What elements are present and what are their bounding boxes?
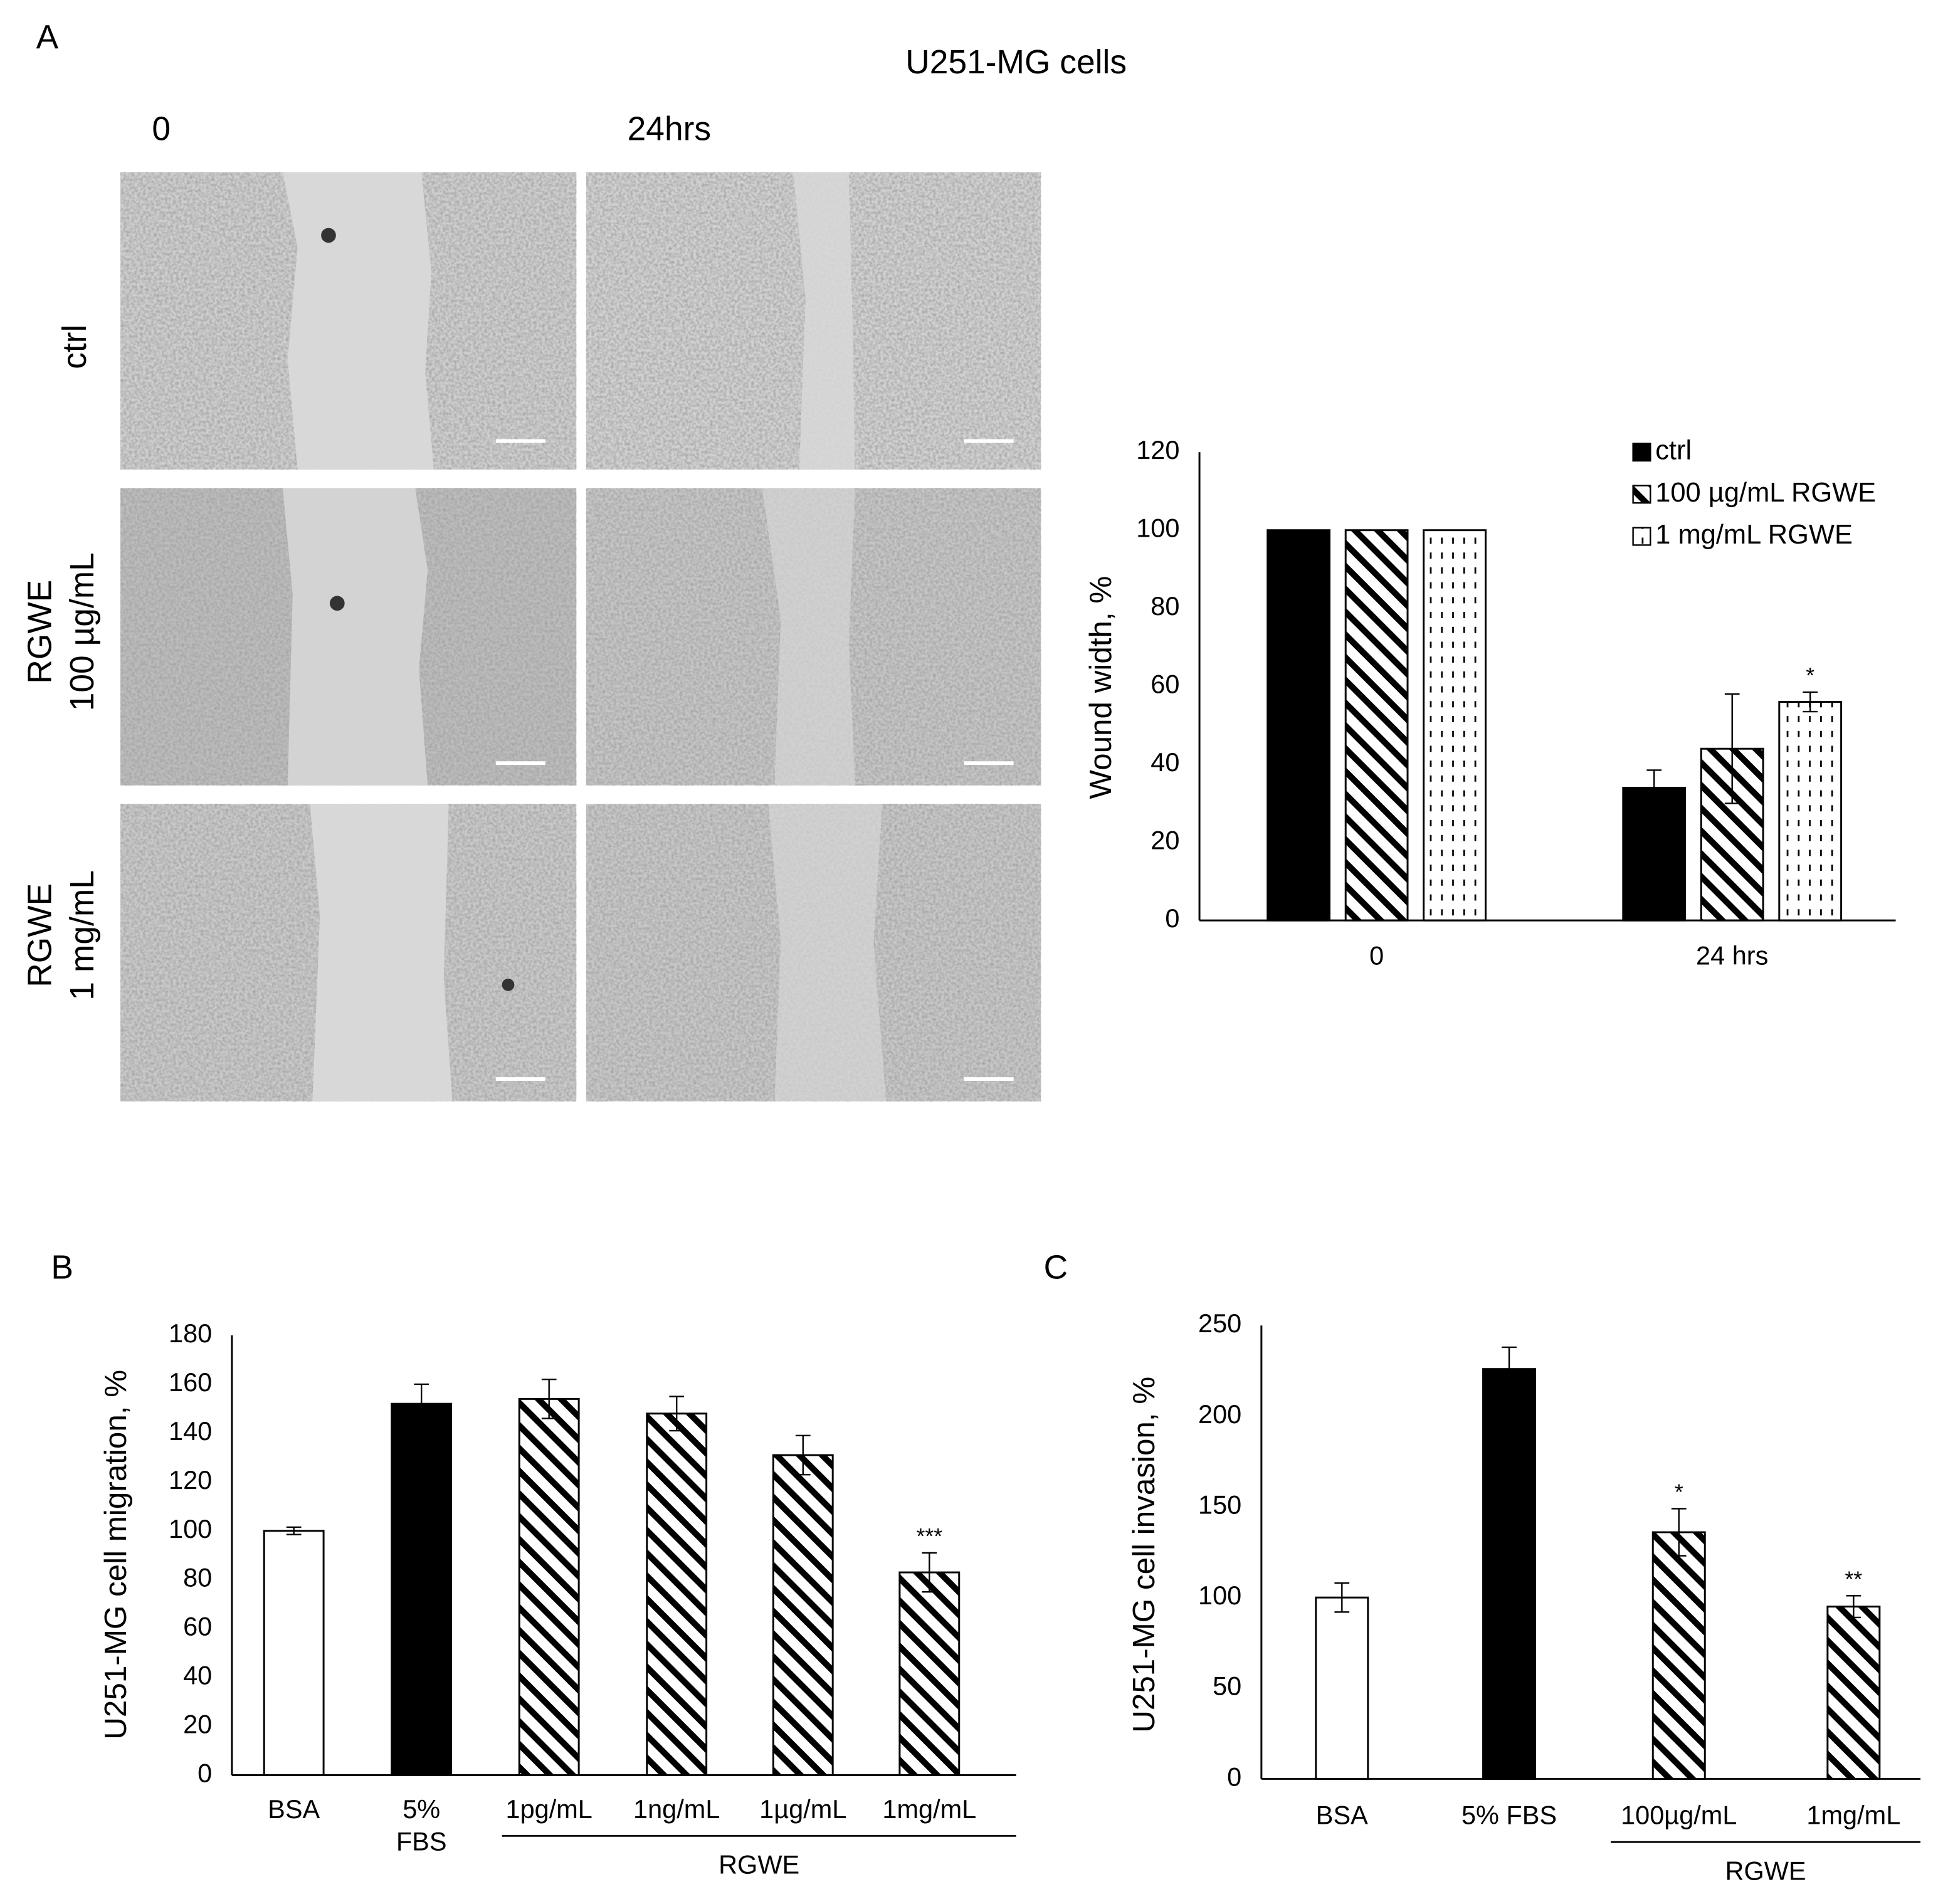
y-tick-label: 160 xyxy=(169,1367,212,1397)
image xyxy=(586,172,1041,470)
row-label: RGWE xyxy=(22,580,59,684)
bar xyxy=(1700,747,1764,922)
group-label: RGWE xyxy=(719,1850,799,1880)
legend-swatch xyxy=(1632,527,1651,546)
bar xyxy=(1482,1368,1537,1780)
x-tick-label: BSA xyxy=(1316,1801,1368,1830)
x-tick-label: 1pg/mL xyxy=(506,1794,592,1824)
bar xyxy=(1266,529,1331,922)
error-bar xyxy=(922,1552,937,1593)
significance-label: * xyxy=(1806,663,1814,688)
time-label: 24hrs xyxy=(628,111,711,148)
y-tick-label: 40 xyxy=(183,1661,212,1690)
panel-label: A xyxy=(36,19,59,56)
bar xyxy=(898,1571,961,1776)
x-tick-label: 1mg/mL xyxy=(1806,1801,1900,1830)
error-bar xyxy=(795,1434,811,1476)
y-tick-label: 100 xyxy=(169,1514,212,1544)
y-tick-label: 120 xyxy=(169,1465,212,1495)
error-bar xyxy=(1846,1595,1861,1619)
bar xyxy=(1315,1596,1369,1780)
panel-label: B xyxy=(51,1249,73,1286)
y-tick-label: 140 xyxy=(169,1416,212,1446)
bar xyxy=(518,1397,580,1776)
error-bar xyxy=(1646,769,1662,806)
error-bar xyxy=(414,1383,429,1424)
error-bar xyxy=(1671,1508,1687,1557)
x-tick-label: 5% FBS xyxy=(1461,1801,1557,1830)
bar xyxy=(263,1530,325,1776)
y-tick-label: 40 xyxy=(1151,747,1179,777)
y-axis-label: Wound width, % xyxy=(1083,576,1118,799)
y-tick-label: 200 xyxy=(1198,1399,1241,1429)
y-tick-label: 250 xyxy=(1198,1308,1241,1338)
y-axis-label: U251-MG cell migration, % xyxy=(98,1370,133,1740)
time-label: 0 xyxy=(152,111,171,148)
image xyxy=(120,804,577,1102)
y-tick-label: 0 xyxy=(197,1758,212,1787)
row-label: RGWE xyxy=(22,883,59,987)
y-tick-label: 0 xyxy=(1165,903,1179,933)
error-bar xyxy=(1803,691,1818,713)
bar xyxy=(1344,529,1409,922)
x-tick-label: BSA xyxy=(268,1794,320,1824)
y-tick-label: 60 xyxy=(183,1612,212,1641)
legend-swatch xyxy=(1632,443,1651,462)
y-tick-label: 100 xyxy=(1198,1581,1241,1610)
significance-label: *** xyxy=(917,1524,943,1549)
figure-title: U251-MG cells xyxy=(905,44,1127,81)
y-tick-label: 120 xyxy=(1136,435,1179,465)
y-tick-label: 0 xyxy=(1227,1762,1241,1791)
image xyxy=(120,172,577,470)
panel-label: C xyxy=(1044,1249,1068,1286)
row-label: 1 mg/mL xyxy=(64,870,101,1001)
x-tick-label: 1µg/mL xyxy=(759,1794,846,1824)
y-tick-label: 60 xyxy=(1151,670,1179,699)
row-label: 100 µg/mL xyxy=(64,552,101,711)
bar xyxy=(391,1402,453,1776)
x-tick-label: 0 xyxy=(1369,940,1384,970)
y-tick-label: 20 xyxy=(183,1710,212,1739)
legend-label: 100 µg/mL RGWE xyxy=(1655,478,1876,508)
bar xyxy=(1651,1531,1706,1780)
group-label: RGWE xyxy=(1725,1856,1806,1886)
significance-label: * xyxy=(1675,1480,1683,1505)
y-tick-label: 50 xyxy=(1213,1671,1241,1701)
error-bar xyxy=(1502,1346,1517,1392)
significance-label: ** xyxy=(1845,1567,1863,1592)
x-tick-label: 5% FBS xyxy=(396,1794,447,1856)
bar xyxy=(1826,1606,1881,1780)
image xyxy=(586,804,1041,1102)
row-label: ctrl xyxy=(56,325,93,369)
image xyxy=(120,488,577,786)
y-tick-label: 100 xyxy=(1136,513,1179,543)
x-tick-label: 100µg/mL xyxy=(1621,1801,1737,1830)
error-bar xyxy=(1724,693,1740,804)
y-tick-label: 150 xyxy=(1198,1490,1241,1519)
y-tick-label: 20 xyxy=(1151,826,1179,855)
image xyxy=(586,488,1041,786)
error-bar xyxy=(1334,1582,1350,1613)
error-bar xyxy=(286,1526,302,1535)
legend-label: 1 mg/mL RGWE xyxy=(1655,520,1853,550)
bar xyxy=(772,1454,834,1776)
y-tick-label: 180 xyxy=(169,1318,212,1348)
legend-swatch xyxy=(1632,485,1651,504)
y-axis-label: U251-MG cell invasion, % xyxy=(1127,1377,1161,1733)
x-tick-label: 1mg/mL xyxy=(882,1794,976,1824)
x-tick-label: 1ng/mL xyxy=(633,1794,720,1824)
x-tick-label: 24 hrs xyxy=(1696,940,1768,970)
error-bar xyxy=(541,1379,557,1419)
y-tick-label: 80 xyxy=(183,1563,212,1592)
bar xyxy=(1778,701,1843,922)
bar xyxy=(646,1412,708,1776)
bar xyxy=(1423,529,1487,922)
error-bar xyxy=(669,1396,685,1432)
micrographs xyxy=(120,172,1041,1102)
y-tick-label: 80 xyxy=(1151,591,1179,621)
bar xyxy=(1622,787,1687,922)
legend-label: ctrl xyxy=(1655,436,1692,466)
